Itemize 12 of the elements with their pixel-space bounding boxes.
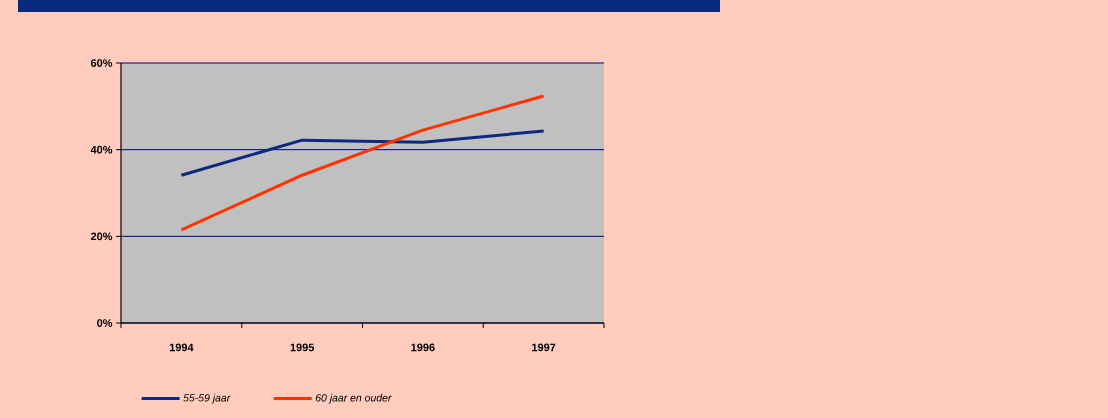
y-tick-label: 20% [90, 232, 113, 241]
y-tick-label: 40% [90, 145, 113, 154]
y-tick-label: 0% [97, 319, 113, 327]
legend-label: 55-59 jaar [183, 393, 231, 404]
x-tick-label: 1996 [411, 343, 435, 352]
legend-label: 60 jaar en ouder [315, 393, 392, 404]
x-tick-label: 1997 [532, 343, 556, 352]
y-tick-label: 60% [90, 59, 113, 67]
x-tick-label: 1995 [290, 343, 314, 352]
line-series [179, 94, 546, 232]
x-tick-label: 1994 [169, 343, 194, 352]
line-series [179, 129, 546, 177]
